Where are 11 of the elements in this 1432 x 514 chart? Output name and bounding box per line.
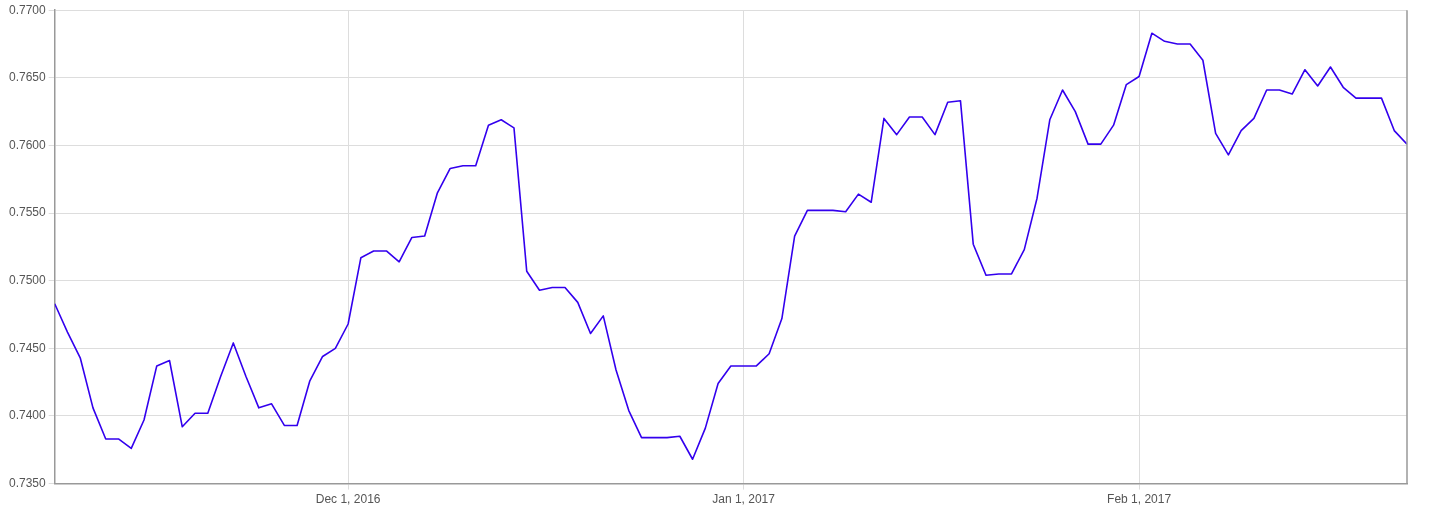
- y-tick-label: 0.7650: [9, 70, 47, 85]
- y-tick-label: 0.7600: [9, 137, 47, 152]
- y-tick-label: 0.7550: [9, 205, 47, 220]
- x-tick-label: Jan 1, 2017: [712, 492, 776, 507]
- y-tick-label: 0.7700: [9, 2, 47, 17]
- y-tick-label: 0.7400: [9, 408, 47, 423]
- x-tick-label: Dec 1, 2016: [315, 492, 381, 507]
- y-tick-label: 0.7350: [9, 475, 47, 490]
- y-tick-label: 0.7450: [9, 340, 47, 355]
- y-tick-label: 0.7500: [9, 273, 47, 288]
- x-tick-label: Feb 1, 2017: [1107, 492, 1172, 507]
